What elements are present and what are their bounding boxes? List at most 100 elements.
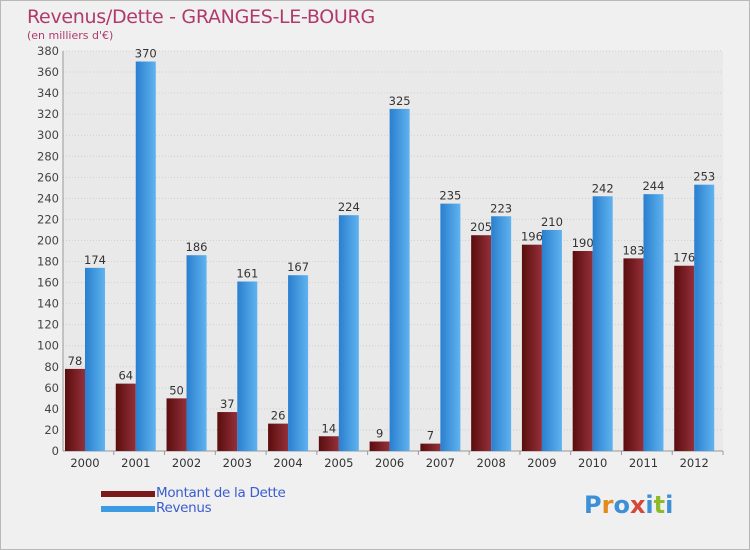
- bar-revenus: [135, 61, 156, 452]
- x-tick-label: 2010: [578, 456, 607, 470]
- y-tick-label: 260: [37, 170, 59, 184]
- legend-swatch-dette: [101, 491, 155, 497]
- logo-letter: o: [613, 491, 630, 519]
- x-tick-label: 2011: [629, 456, 658, 470]
- chart-title: Revenus/Dette - GRANGES-LE-BOURG: [27, 6, 375, 28]
- bar-dette: [521, 244, 542, 451]
- data-label-dette: 14: [322, 421, 337, 435]
- data-label-dette: 78: [68, 354, 83, 368]
- data-label-revenus: 235: [439, 189, 461, 203]
- bar-revenus: [237, 281, 258, 451]
- logo-letter: i: [645, 491, 654, 519]
- data-label-revenus: 223: [490, 201, 512, 215]
- bar-revenus: [491, 216, 512, 451]
- bar-dette: [217, 412, 238, 451]
- y-tick-label: 300: [37, 128, 59, 142]
- y-tick-label: 320: [37, 107, 59, 121]
- bar-dette: [268, 423, 289, 451]
- y-tick-label: 240: [37, 191, 59, 205]
- bar-revenus: [694, 184, 715, 451]
- y-tick-label: 120: [37, 318, 59, 332]
- data-label-dette: 205: [470, 220, 492, 234]
- y-tick-label: 380: [37, 44, 59, 58]
- y-tick-label: 220: [37, 212, 59, 226]
- y-tick-label: 80: [44, 360, 59, 374]
- x-tick-label: 2005: [324, 456, 353, 470]
- data-label-revenus: 224: [338, 200, 360, 214]
- logo-letter: P: [584, 491, 602, 519]
- data-label-revenus: 167: [287, 260, 309, 274]
- y-tick-label: 20: [44, 423, 59, 437]
- data-label-dette: 176: [673, 251, 695, 265]
- y-tick-label: 160: [37, 276, 59, 290]
- data-label-revenus: 244: [642, 179, 664, 193]
- x-tick-label: 2002: [172, 456, 201, 470]
- bar-dette: [369, 441, 390, 451]
- bar-revenus: [85, 267, 105, 451]
- data-label-dette: 196: [521, 230, 543, 244]
- x-tick-label: 2003: [223, 456, 252, 470]
- bar-revenus: [643, 194, 664, 451]
- bar-dette: [674, 265, 695, 451]
- data-label-dette: 190: [572, 236, 594, 250]
- bar-dette: [471, 235, 492, 451]
- y-tick-label: 60: [44, 381, 59, 395]
- bar-dette: [420, 443, 441, 451]
- bar-revenus: [338, 215, 359, 451]
- data-label-revenus: 186: [186, 240, 208, 254]
- x-tick-label: 2001: [121, 456, 150, 470]
- data-label-revenus: 325: [389, 94, 411, 108]
- x-tick-label: 2012: [680, 456, 709, 470]
- data-label-dette: 7: [427, 429, 434, 443]
- data-label-dette: 26: [271, 409, 286, 423]
- logo-letter: i: [665, 491, 674, 519]
- bar-dette: [65, 368, 85, 451]
- data-label-dette: 64: [118, 369, 133, 383]
- legend-label-dette: Montant de la Dette: [156, 485, 286, 501]
- data-label-dette: 50: [169, 383, 184, 397]
- legend-label-revenus: Revenus: [156, 500, 212, 516]
- y-tick-label: 360: [37, 65, 59, 79]
- bar-dette: [115, 383, 136, 451]
- bar-revenus: [440, 203, 461, 451]
- logo-letter: r: [601, 491, 614, 519]
- y-tick-label: 180: [37, 255, 59, 269]
- x-tick-label: 2004: [273, 456, 302, 470]
- data-label-revenus: 210: [541, 215, 563, 229]
- data-label-dette: 9: [376, 427, 383, 441]
- data-label-revenus: 370: [135, 47, 157, 61]
- y-tick-label: 200: [37, 233, 59, 247]
- bar-dette: [318, 436, 339, 451]
- y-tick-label: 100: [37, 339, 59, 353]
- bar-revenus: [186, 255, 207, 451]
- bar-dette: [166, 398, 187, 451]
- y-tick-label: 40: [44, 402, 59, 416]
- x-tick-label: 2009: [527, 456, 556, 470]
- bar-dette: [623, 258, 644, 451]
- data-label-revenus: 161: [236, 267, 258, 281]
- data-label-revenus: 174: [84, 253, 106, 267]
- x-tick-label: 2007: [426, 456, 455, 470]
- y-tick-label: 340: [37, 86, 59, 100]
- data-label-revenus: 242: [592, 181, 614, 195]
- legend-swatch-revenus: [101, 506, 155, 512]
- bar-revenus: [541, 229, 562, 451]
- proxiti-logo: Proxiti: [584, 491, 673, 519]
- chart-subtitle: (en milliers d'€): [27, 29, 114, 42]
- data-label-dette: 37: [220, 397, 235, 411]
- y-tick-label: 280: [37, 149, 59, 163]
- bar-revenus: [592, 196, 613, 451]
- data-label-dette: 183: [622, 243, 644, 257]
- data-label-revenus: 253: [693, 170, 715, 184]
- y-tick-label: 0: [52, 444, 59, 458]
- bar-revenus: [288, 275, 309, 451]
- bar-revenus: [389, 108, 410, 451]
- x-tick-label: 2006: [375, 456, 404, 470]
- logo-letter: t: [653, 491, 666, 519]
- bar-dette: [572, 251, 593, 451]
- x-tick-label: 2000: [70, 456, 99, 470]
- logo-letter: x: [629, 491, 646, 519]
- y-tick-label: 140: [37, 297, 59, 311]
